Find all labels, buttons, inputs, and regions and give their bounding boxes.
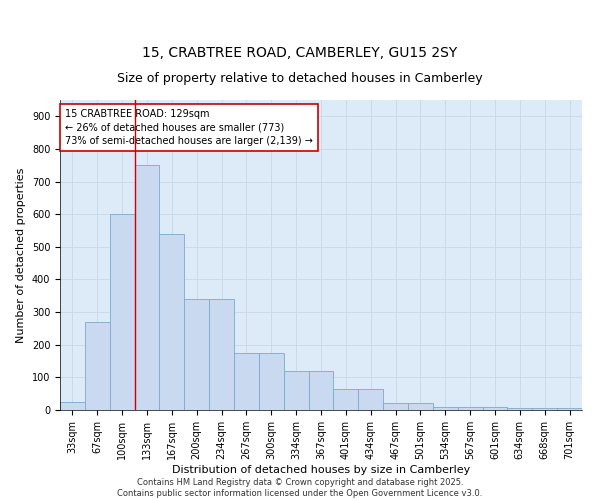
Bar bbox=[134, 166, 160, 410]
Bar bbox=[308, 371, 334, 410]
Bar bbox=[85, 322, 110, 410]
Bar bbox=[209, 299, 234, 410]
Bar bbox=[358, 389, 383, 410]
Bar bbox=[383, 404, 408, 410]
Bar bbox=[284, 371, 308, 410]
X-axis label: Distribution of detached houses by size in Camberley: Distribution of detached houses by size … bbox=[172, 464, 470, 474]
Bar bbox=[234, 353, 259, 410]
Bar bbox=[334, 389, 358, 410]
Bar bbox=[532, 408, 557, 410]
Text: Contains HM Land Registry data © Crown copyright and database right 2025.
Contai: Contains HM Land Registry data © Crown c… bbox=[118, 478, 482, 498]
Bar bbox=[433, 406, 458, 410]
Bar bbox=[408, 404, 433, 410]
Bar bbox=[184, 299, 209, 410]
Text: 15 CRABTREE ROAD: 129sqm
← 26% of detached houses are smaller (773)
73% of semi-: 15 CRABTREE ROAD: 129sqm ← 26% of detach… bbox=[65, 110, 313, 146]
Bar bbox=[508, 408, 532, 410]
Bar bbox=[259, 353, 284, 410]
Y-axis label: Number of detached properties: Number of detached properties bbox=[16, 168, 26, 342]
Bar bbox=[60, 402, 85, 410]
Text: Size of property relative to detached houses in Camberley: Size of property relative to detached ho… bbox=[117, 72, 483, 85]
Bar bbox=[110, 214, 134, 410]
Bar bbox=[557, 408, 582, 410]
Bar bbox=[160, 234, 184, 410]
Bar bbox=[482, 406, 508, 410]
Bar bbox=[458, 406, 482, 410]
Text: 15, CRABTREE ROAD, CAMBERLEY, GU15 2SY: 15, CRABTREE ROAD, CAMBERLEY, GU15 2SY bbox=[142, 46, 458, 60]
